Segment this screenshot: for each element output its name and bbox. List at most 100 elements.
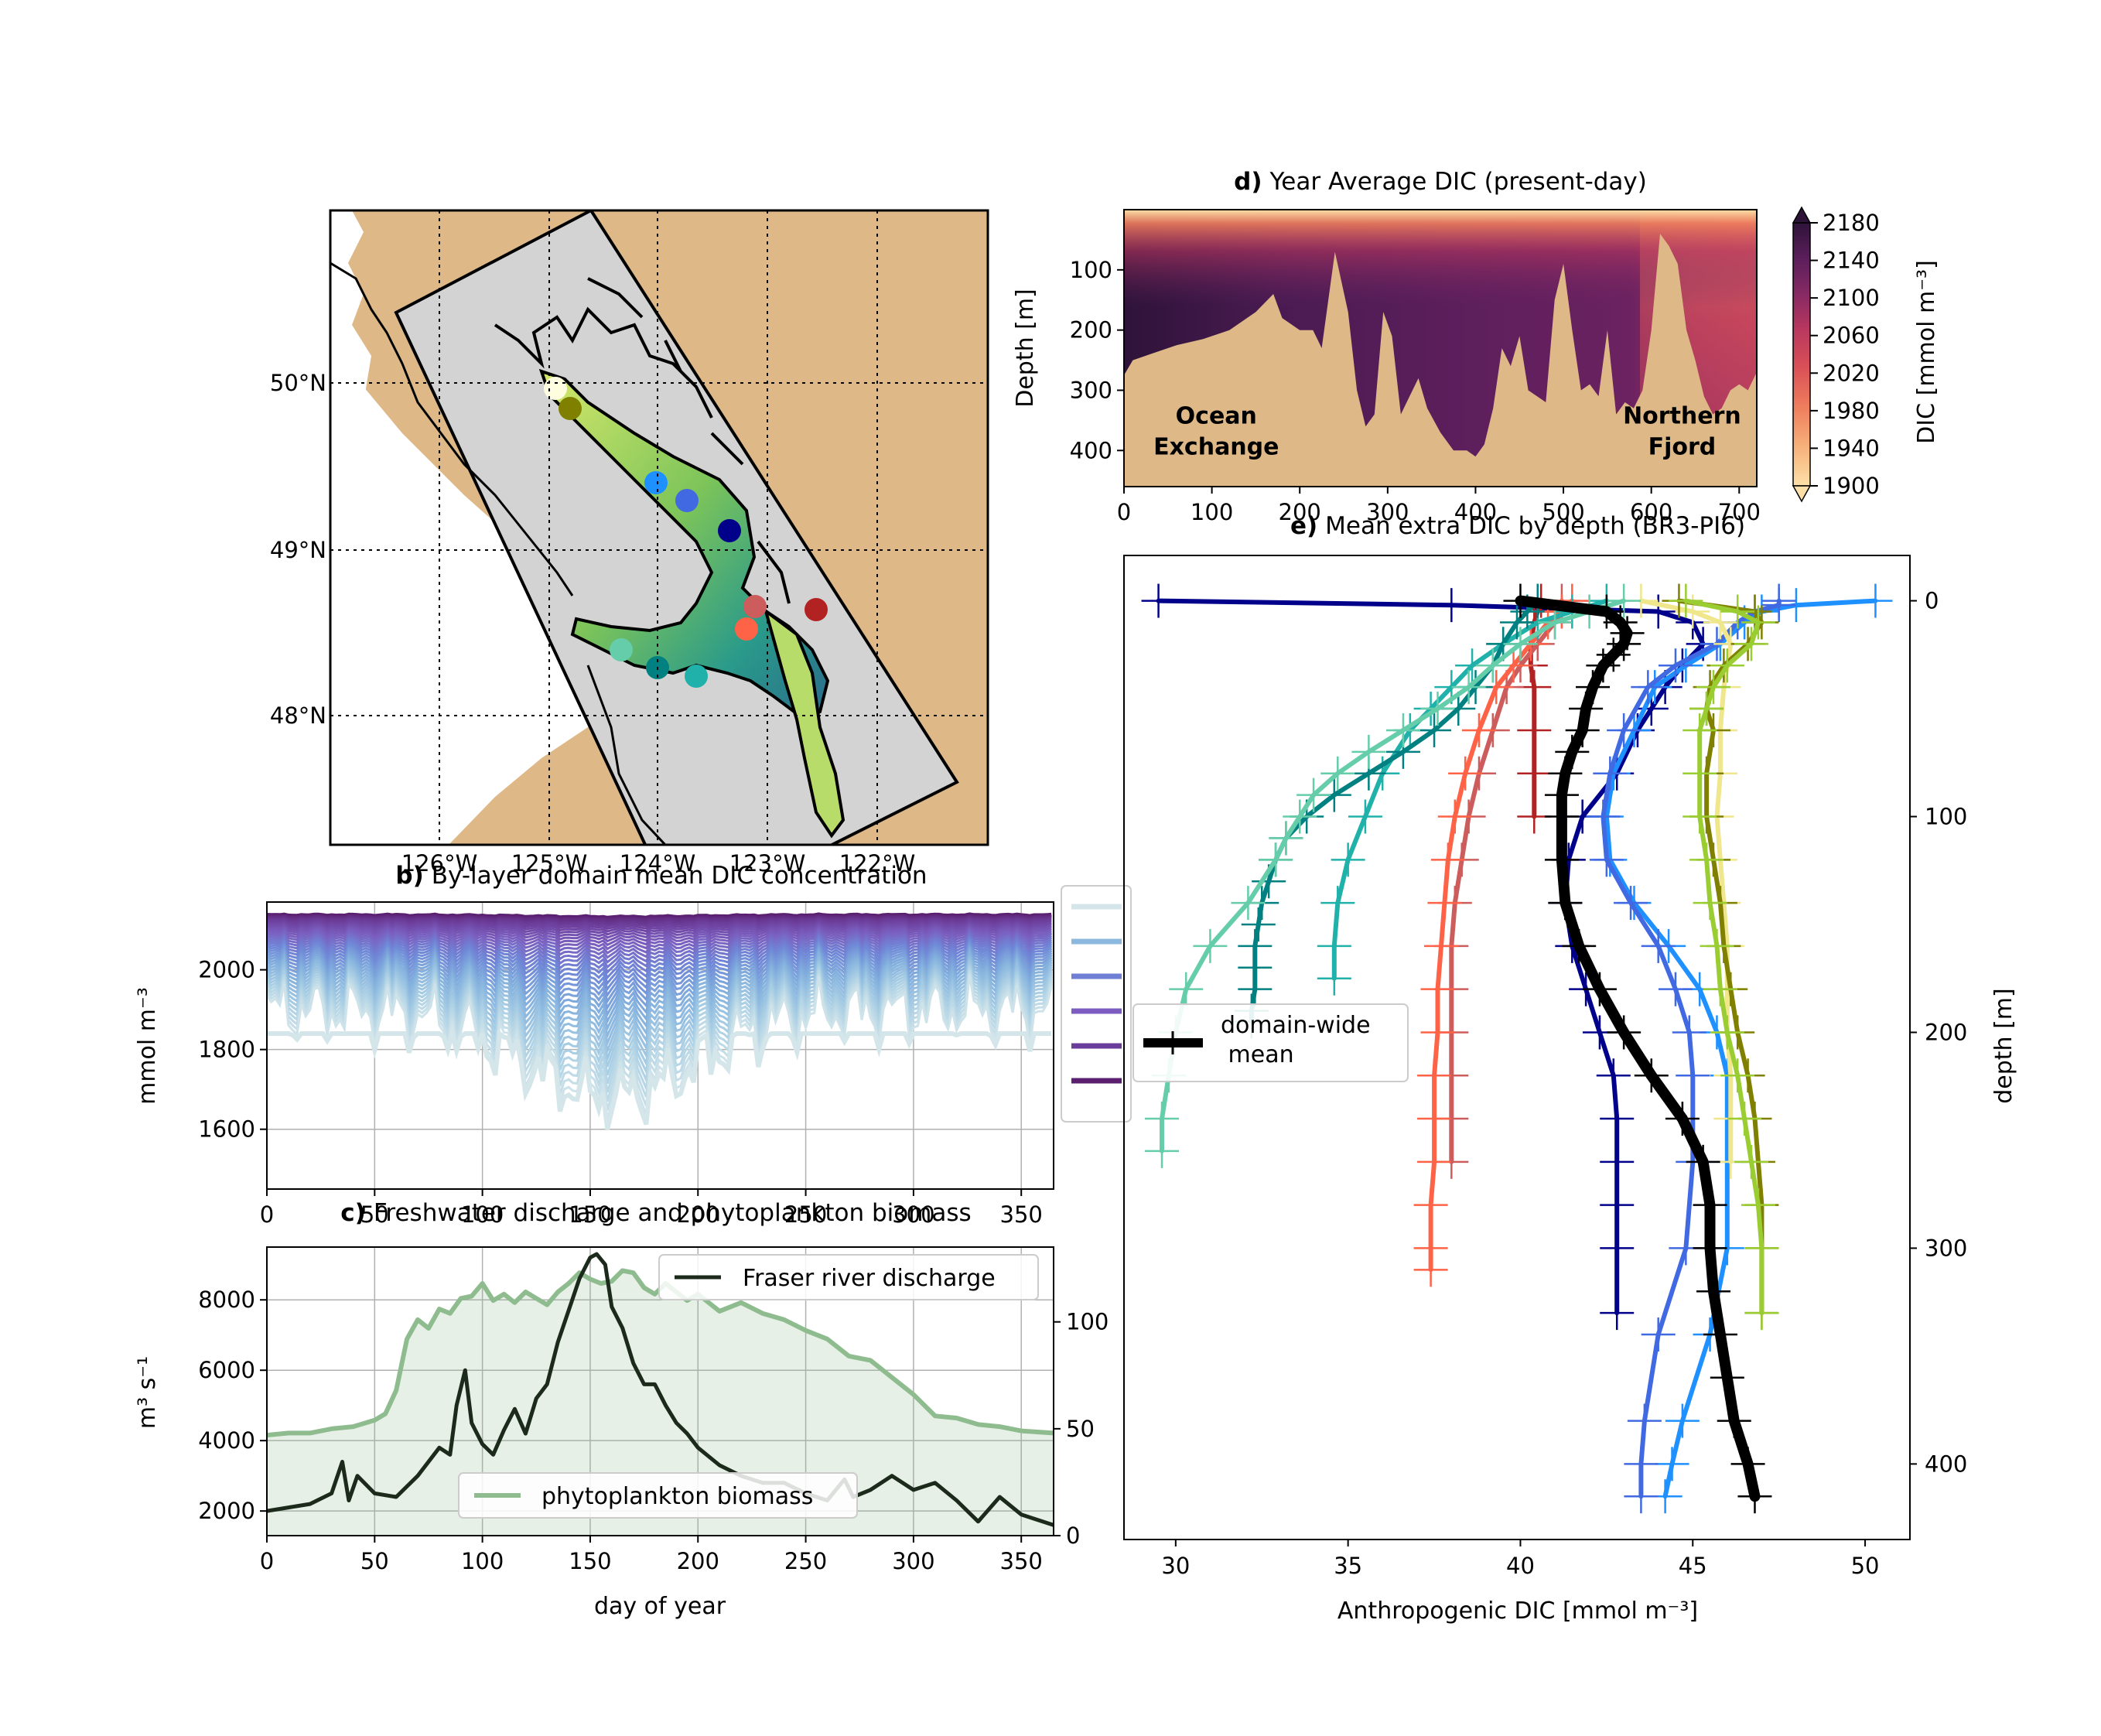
panel-b-title: b) By-layer domain mean DIC concentration xyxy=(395,862,927,890)
layer-line xyxy=(267,942,1053,1004)
layer-line xyxy=(267,920,1052,933)
station-marker xyxy=(675,489,699,512)
profile-line xyxy=(1638,598,1734,1164)
layer-line xyxy=(267,938,1053,986)
x-tick-label: 500 xyxy=(1542,499,1584,525)
y-tick-label: 300 xyxy=(1925,1235,1967,1261)
y-tick-label: 100 xyxy=(1925,804,1967,830)
profile-lines xyxy=(1141,583,1893,1514)
x-tick-label: 150 xyxy=(569,1201,611,1228)
panel-d-title: d) Year Average DIC (present-day) xyxy=(1234,168,1647,196)
legend-line: domain-wide xyxy=(1221,1012,1371,1039)
station-marker xyxy=(718,519,741,542)
y-tick-label: 1600 xyxy=(198,1116,255,1143)
x-tick-label: 100 xyxy=(1191,499,1233,525)
panel-b-title-text: By-layer domain mean DIC concentration xyxy=(432,862,928,890)
biomass-line xyxy=(267,1268,1054,1438)
x-tick-label: 300 xyxy=(892,1201,934,1228)
discharge-panel: c) Freshwater discharge and phytoplankton… xyxy=(134,1199,1109,1620)
station-marker xyxy=(735,617,758,641)
layer-line xyxy=(267,921,1052,936)
layer-line xyxy=(267,933,1053,969)
section-annotation: Ocean xyxy=(1176,402,1257,429)
colorbar-tick-label: 2180 xyxy=(1823,210,1880,236)
x-tick-label: 30 xyxy=(1161,1553,1190,1579)
panel-d-frame xyxy=(1123,209,1758,487)
y-tick-label: 400 xyxy=(1925,1451,1967,1477)
section-panel: d) Year Average DIC (present-day) 0 100 200… xyxy=(1012,168,1940,525)
colorbar xyxy=(1792,222,1811,487)
station-marker xyxy=(743,595,767,618)
x-tick-label: 400 xyxy=(1454,499,1497,525)
layer-line xyxy=(267,917,1052,926)
y-tick-label: 6000 xyxy=(198,1357,255,1383)
panel-e-title-text: Mean extra DIC by depth (BR3-PI6) xyxy=(1325,512,1745,540)
ocean-southwest xyxy=(330,371,619,845)
panel-c-ylabel: m³ s⁻¹ xyxy=(134,1356,161,1429)
panel-d-ylabel: Depth [m] xyxy=(1012,289,1039,408)
panel-b-title-letter: b) xyxy=(395,862,423,890)
x-tick-label: 300 xyxy=(1366,499,1409,525)
lat-tick-50n: 50°N xyxy=(270,370,326,396)
x-tick-label: 100 xyxy=(461,1201,504,1228)
x-tick-label: 50 xyxy=(1851,1553,1880,1579)
x-tick-label: 700 xyxy=(1718,499,1761,525)
x-tick-label: 100 xyxy=(461,1548,504,1574)
panel-c-grid xyxy=(266,1247,1054,1536)
legend-discharge-label: Fraser river discharge xyxy=(743,1265,996,1292)
x-tick-label: 350 xyxy=(1000,1548,1043,1574)
panel-e-title-letter: e) xyxy=(1290,512,1317,540)
layer-line xyxy=(267,918,1052,928)
x-tick-label: 250 xyxy=(784,1548,827,1574)
layer-line xyxy=(267,939,1053,992)
layer-line xyxy=(267,928,1052,955)
bathymetry xyxy=(1124,234,1757,487)
y2-tick-label: 100 xyxy=(1066,1309,1109,1335)
graticule xyxy=(330,210,988,845)
legend-discharge xyxy=(658,1254,1039,1300)
map-frame xyxy=(329,209,989,846)
colorbar-tick-label: 2020 xyxy=(1823,360,1880,386)
layer-line xyxy=(267,974,1053,1120)
panel-d-ticks: 0 100 200 300 400 500 600 700 100 200 300 400 xyxy=(1070,257,1761,525)
layer-line xyxy=(267,923,1052,939)
panel-c-title: c) Freshwater discharge and phytoplankton… xyxy=(340,1199,971,1227)
lon-tick-123w: 123°W xyxy=(729,850,806,877)
legend-biomass-label: phytoplankton biomass xyxy=(541,1483,813,1510)
layer-line xyxy=(267,927,1052,951)
colorbar-tick-label: 2140 xyxy=(1823,248,1880,274)
y-tick-label: 2000 xyxy=(198,1498,255,1524)
y-tick-label: 100 xyxy=(1070,257,1112,283)
station-marker xyxy=(805,598,828,621)
panel-b-ylabel: mmol m⁻³ xyxy=(134,987,161,1105)
coastline-outer xyxy=(330,261,667,845)
layers-panel: b) By-layer domain mean DIC concentration… xyxy=(134,862,1132,1228)
y-tick-label: 400 xyxy=(1070,437,1112,463)
x-tick-label: 40 xyxy=(1506,1553,1535,1579)
panel-e-ticks: 30 35 40 45 50 0 100 200 300 400 xyxy=(1161,588,1967,1579)
layer-line xyxy=(267,935,1053,975)
layer-lines xyxy=(267,912,1053,1130)
panel-c-title-letter: c) xyxy=(340,1199,366,1227)
profiles-panel: 30 35 40 45 50 0 100 200 300 400 e) Mean extra DIC… xyxy=(1123,512,2017,1625)
colorbar-tick-label: 2100 xyxy=(1823,285,1880,311)
section-annotation: Northern xyxy=(1623,402,1741,429)
legend-biomass xyxy=(458,1472,858,1519)
layer-line xyxy=(267,931,1053,964)
x-tick-label: 0 xyxy=(260,1201,274,1228)
panel-e-title: e) Mean extra DIC by depth (BR3-PI6) xyxy=(1290,512,1745,540)
x-tick-label: 200 xyxy=(677,1201,719,1228)
y2-tick-label: 50 xyxy=(1066,1416,1095,1442)
panel-e-frame xyxy=(1123,555,1911,1540)
panel-c-frame xyxy=(266,1246,1054,1536)
biomass-area xyxy=(267,1270,1054,1536)
profile-line xyxy=(1156,598,1706,1316)
panel-b-frame xyxy=(266,901,1054,1190)
layer-line xyxy=(267,1024,1052,1130)
y-tick-label: 200 xyxy=(1925,1019,1967,1045)
legend-line: mean xyxy=(1221,1041,1294,1068)
lat-tick-labels: 50°N 49°N 48°N xyxy=(270,370,326,729)
layer-line xyxy=(267,930,1053,959)
panel-d-annotations: Ocean Exchange Northern Fjord xyxy=(1153,402,1741,460)
panel-d-title-letter: d) xyxy=(1234,168,1262,196)
